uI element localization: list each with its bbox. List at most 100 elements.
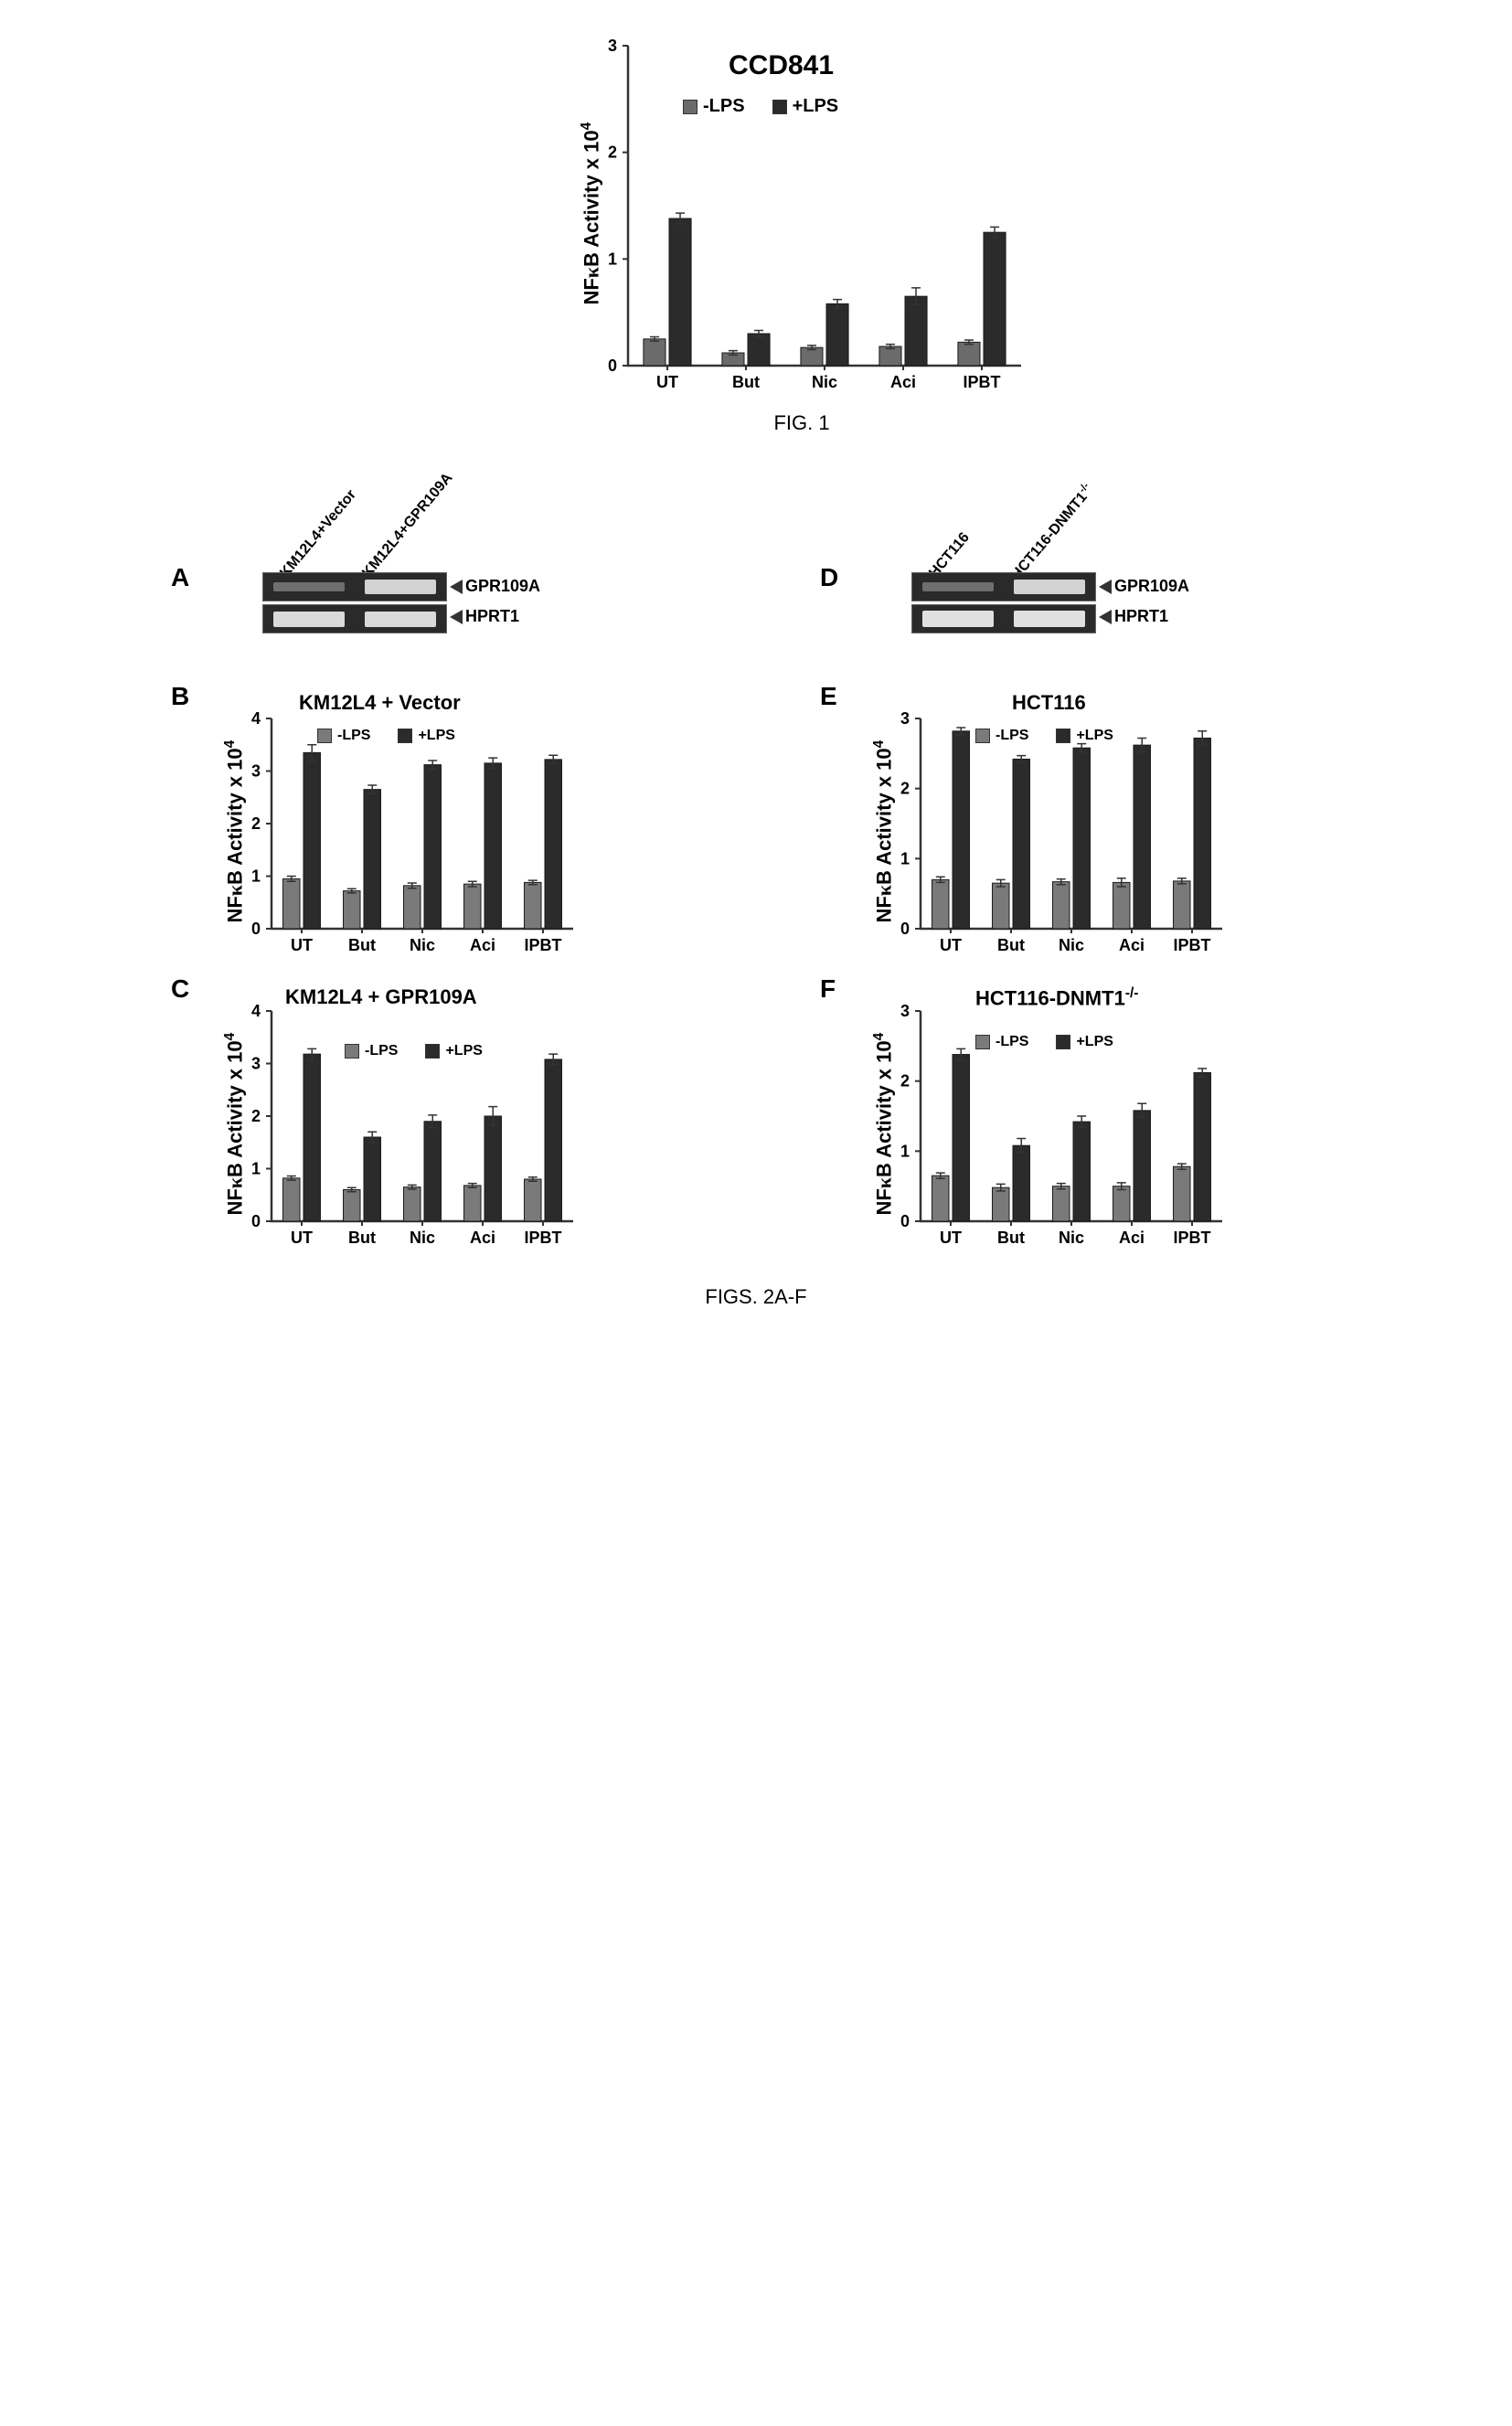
y-axis-label: NFκB Activity x 104 (871, 740, 896, 923)
y-axis-label: NFκB Activity x 104 (579, 122, 603, 305)
svg-text:0: 0 (900, 920, 910, 938)
legend-swatch (1056, 1035, 1070, 1049)
gel-band (1014, 611, 1085, 627)
svg-text:Nic: Nic (1059, 936, 1084, 954)
bar (1174, 881, 1190, 929)
bar (545, 1059, 561, 1221)
svg-text:IPBT: IPBT (524, 1229, 561, 1247)
gel-row (262, 572, 447, 601)
bar (364, 790, 380, 929)
legend-label: +LPS (418, 728, 454, 744)
bar (1134, 1111, 1150, 1221)
bar (283, 1178, 300, 1221)
svg-text:Aci: Aci (890, 373, 916, 391)
bar (484, 1116, 501, 1221)
y-axis-label: NFκB Activity x 104 (222, 1033, 247, 1216)
legend-label: +LPS (793, 96, 839, 117)
svg-text:Nic: Nic (1059, 1229, 1084, 1247)
svg-text:Aci: Aci (470, 1229, 495, 1247)
panel-b-label: B (171, 682, 189, 711)
svg-text:Nic: Nic (812, 373, 837, 391)
svg-text:3: 3 (251, 762, 261, 781)
bar (364, 1137, 380, 1221)
gel-band (922, 582, 994, 591)
fig1-chart: 0123UTButNicAciIPBTNFκB Activity x 104CC… (564, 18, 1039, 402)
fig2-caption: FIGS. 2A-F (705, 1285, 806, 1309)
svg-text:IPBT: IPBT (963, 373, 1000, 391)
svg-text:IPBT: IPBT (524, 936, 561, 954)
bar (644, 339, 665, 366)
legend-label: -LPS (996, 728, 1028, 744)
bar (932, 879, 949, 929)
gel-d: HCT116HCT116-DNMT1-/-GPR109AHPRT1 (911, 572, 1240, 636)
panel-e: E 0123UTButNicAciIPBTNFκB Activity x 104… (783, 691, 1396, 965)
svg-text:But: But (997, 936, 1025, 954)
svg-text:3: 3 (900, 709, 910, 728)
svg-text:4: 4 (251, 709, 261, 728)
gel-lane-label: KM12L4+GPR109A (359, 470, 456, 581)
chart-title: HCT116 (1012, 691, 1086, 715)
chart-e: 0123UTButNicAciIPBTNFκB Activity x 104HC… (857, 691, 1396, 965)
svg-text:IPBT: IPBT (1173, 1229, 1210, 1247)
svg-text:2: 2 (251, 814, 261, 833)
svg-text:0: 0 (251, 920, 261, 938)
bar (953, 1055, 969, 1221)
bar (464, 1186, 481, 1221)
svg-text:UT: UT (940, 1229, 962, 1247)
panel-e-label: E (820, 682, 837, 711)
legend: -LPS+LPS (317, 728, 455, 744)
svg-text:1: 1 (900, 1142, 910, 1160)
bar (748, 334, 770, 366)
chart-title: KM12L4 + Vector (299, 691, 461, 715)
svg-text:2: 2 (900, 1072, 910, 1091)
fig2-grid: A KM12L4+VectorKM12L4+GPR109AGPR109AHPRT… (116, 472, 1396, 1258)
legend-swatch (683, 100, 697, 114)
legend-item: +LPS (398, 728, 454, 744)
legend: -LPS +LPS (683, 96, 838, 117)
legend-swatch (345, 1044, 359, 1059)
bar (464, 884, 481, 929)
svg-text:But: But (997, 1229, 1025, 1247)
svg-text:UT: UT (940, 936, 962, 954)
svg-text:0: 0 (251, 1212, 261, 1230)
legend-item: -LPS (683, 96, 745, 117)
svg-text:2: 2 (251, 1107, 261, 1125)
svg-text:3: 3 (251, 1055, 261, 1073)
gel-row-text: HPRT1 (465, 607, 519, 626)
panel-b: B 01234UTButNicAciIPBTNFκB Activity x 10… (116, 691, 729, 965)
svg-text:2: 2 (608, 144, 617, 162)
svg-text:Aci: Aci (1119, 936, 1145, 954)
arrow-icon (450, 580, 463, 594)
bar (1053, 1186, 1070, 1221)
legend-swatch (398, 729, 412, 743)
bar (1174, 1166, 1190, 1221)
gel-band (1014, 580, 1085, 595)
bar (1194, 1072, 1210, 1221)
panel-c-label: C (171, 974, 189, 1004)
gel-row-label: HPRT1 (1099, 607, 1168, 626)
chart-f: 0123UTButNicAciIPBTNFκB Activity x 104HC… (857, 984, 1396, 1258)
bar (993, 883, 1009, 929)
bar (424, 1122, 441, 1221)
bar (283, 878, 300, 929)
bar (525, 882, 541, 929)
legend-swatch (1056, 729, 1070, 743)
gel-band (365, 612, 436, 627)
svg-text:UT: UT (656, 373, 678, 391)
bar (1013, 759, 1029, 929)
svg-text:IPBT: IPBT (1173, 936, 1210, 954)
svg-text:4: 4 (251, 1002, 261, 1020)
legend: -LPS+LPS (975, 1034, 1113, 1050)
legend-swatch (975, 1035, 990, 1049)
bar (1073, 1122, 1090, 1221)
bar (1134, 745, 1150, 929)
svg-text:But: But (732, 373, 760, 391)
svg-text:0: 0 (900, 1212, 910, 1230)
bar (826, 303, 848, 366)
legend: -LPS+LPS (345, 1043, 483, 1059)
panel-d-label: D (820, 563, 838, 592)
legend-item: -LPS (345, 1043, 398, 1059)
bar (303, 752, 320, 929)
bar (1053, 882, 1070, 929)
legend-label: -LPS (703, 96, 745, 117)
